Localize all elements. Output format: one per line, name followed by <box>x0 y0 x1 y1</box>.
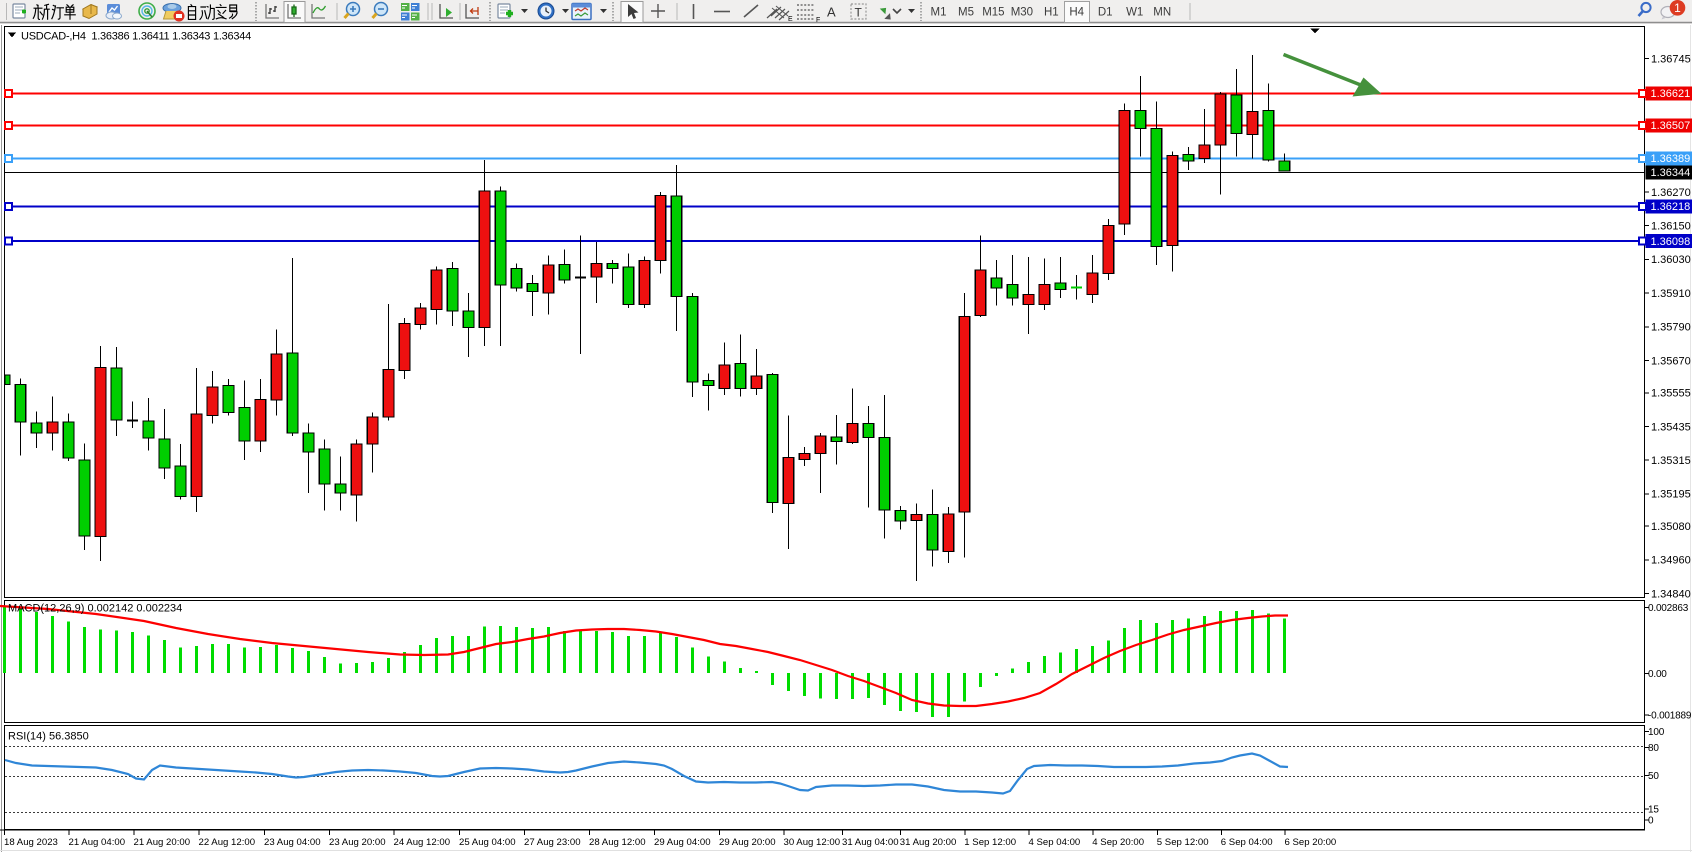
svg-text:T: T <box>855 6 863 20</box>
svg-text:1.35315: 1.35315 <box>1651 455 1691 467</box>
svg-text:1.36621: 1.36621 <box>1651 88 1691 100</box>
svg-text:M30: M30 <box>1011 7 1033 19</box>
svg-text:1.35195: 1.35195 <box>1651 489 1691 501</box>
svg-text:31 Aug 20:00: 31 Aug 20:00 <box>900 837 957 848</box>
svg-text:21 Aug 04:00: 21 Aug 04:00 <box>69 837 126 848</box>
svg-text:0.00: 0.00 <box>1648 669 1667 680</box>
svg-text:F: F <box>816 17 820 24</box>
svg-text:MN: MN <box>1153 7 1171 19</box>
svg-text:21 Aug 20:00: 21 Aug 20:00 <box>134 837 191 848</box>
svg-text:M15: M15 <box>982 7 1004 19</box>
svg-text:M5: M5 <box>958 7 974 19</box>
svg-text:6 Sep 20:00: 6 Sep 20:00 <box>1285 837 1337 848</box>
svg-text:29 Aug 20:00: 29 Aug 20:00 <box>719 837 776 848</box>
svg-text:1.36344: 1.36344 <box>1651 167 1691 179</box>
svg-text:1.34840: 1.34840 <box>1651 588 1691 600</box>
svg-text:29 Aug 04:00: 29 Aug 04:00 <box>654 837 711 848</box>
svg-text:22 Aug 12:00: 22 Aug 12:00 <box>199 837 256 848</box>
svg-text:1: 1 <box>1674 1 1681 15</box>
svg-text:23 Aug 20:00: 23 Aug 20:00 <box>329 837 386 848</box>
svg-text:1.35670: 1.35670 <box>1651 355 1691 367</box>
svg-text:1.35555: 1.35555 <box>1651 388 1691 400</box>
svg-text:D1: D1 <box>1098 7 1113 19</box>
svg-text:-0.001889: -0.001889 <box>1648 711 1692 722</box>
svg-text:0.002863: 0.002863 <box>1648 603 1689 614</box>
svg-text:5 Sep 12:00: 5 Sep 12:00 <box>1157 837 1209 848</box>
svg-text:1.36389: 1.36389 <box>1651 153 1691 165</box>
svg-text:30 Aug 12:00: 30 Aug 12:00 <box>784 837 841 848</box>
svg-text:4 Sep 20:00: 4 Sep 20:00 <box>1092 837 1144 848</box>
svg-text:W1: W1 <box>1126 7 1143 19</box>
svg-text:1 Sep 12:00: 1 Sep 12:00 <box>964 837 1016 848</box>
svg-text:27 Aug 23:00: 27 Aug 23:00 <box>524 837 581 848</box>
svg-text:1.36270: 1.36270 <box>1651 187 1691 199</box>
svg-text:50: 50 <box>1648 771 1659 782</box>
svg-text:E: E <box>788 16 793 23</box>
svg-text:1.36507: 1.36507 <box>1651 120 1691 132</box>
svg-text:1.34960: 1.34960 <box>1651 555 1691 567</box>
svg-text:100: 100 <box>1648 727 1665 738</box>
svg-text:H4: H4 <box>1069 7 1084 19</box>
svg-text:1.35080: 1.35080 <box>1651 521 1691 533</box>
svg-text:24 Aug 12:00: 24 Aug 12:00 <box>394 837 451 848</box>
svg-text:H1: H1 <box>1044 7 1059 19</box>
svg-text:4 Sep 04:00: 4 Sep 04:00 <box>1029 837 1081 848</box>
svg-text:USDCAD-,H4 1.36386 1.36411 1.: USDCAD-,H4 1.36386 1.36411 1.36343 1.363… <box>21 31 251 43</box>
svg-text:1.35910: 1.35910 <box>1651 288 1691 300</box>
svg-text:15: 15 <box>1648 805 1659 816</box>
svg-text:1.35790: 1.35790 <box>1651 322 1691 334</box>
svg-text:1.36030: 1.36030 <box>1651 254 1691 266</box>
svg-text:18 Aug 2023: 18 Aug 2023 <box>4 837 58 848</box>
svg-text:M1: M1 <box>931 7 947 19</box>
svg-text:28 Aug 12:00: 28 Aug 12:00 <box>589 837 646 848</box>
svg-text:80: 80 <box>1648 743 1659 754</box>
svg-text:31 Aug 04:00: 31 Aug 04:00 <box>842 837 899 848</box>
svg-text:1.35435: 1.35435 <box>1651 421 1691 433</box>
svg-text:25 Aug 04:00: 25 Aug 04:00 <box>459 837 516 848</box>
svg-text:1.36150: 1.36150 <box>1651 221 1691 233</box>
svg-text:1.36745: 1.36745 <box>1651 54 1691 66</box>
svg-text:6 Sep 04:00: 6 Sep 04:00 <box>1221 837 1273 848</box>
svg-text:1.36218: 1.36218 <box>1651 201 1691 213</box>
svg-text:23 Aug 04:00: 23 Aug 04:00 <box>264 837 321 848</box>
svg-text:A: A <box>827 5 836 20</box>
svg-text:RSI(14) 56.3850: RSI(14) 56.3850 <box>8 731 89 743</box>
svg-text:MACD(12,26,9) 0.002142 0.00223: MACD(12,26,9) 0.002142 0.002234 <box>8 603 182 615</box>
svg-text:1.36098: 1.36098 <box>1651 236 1691 248</box>
svg-text:0: 0 <box>1648 816 1654 827</box>
